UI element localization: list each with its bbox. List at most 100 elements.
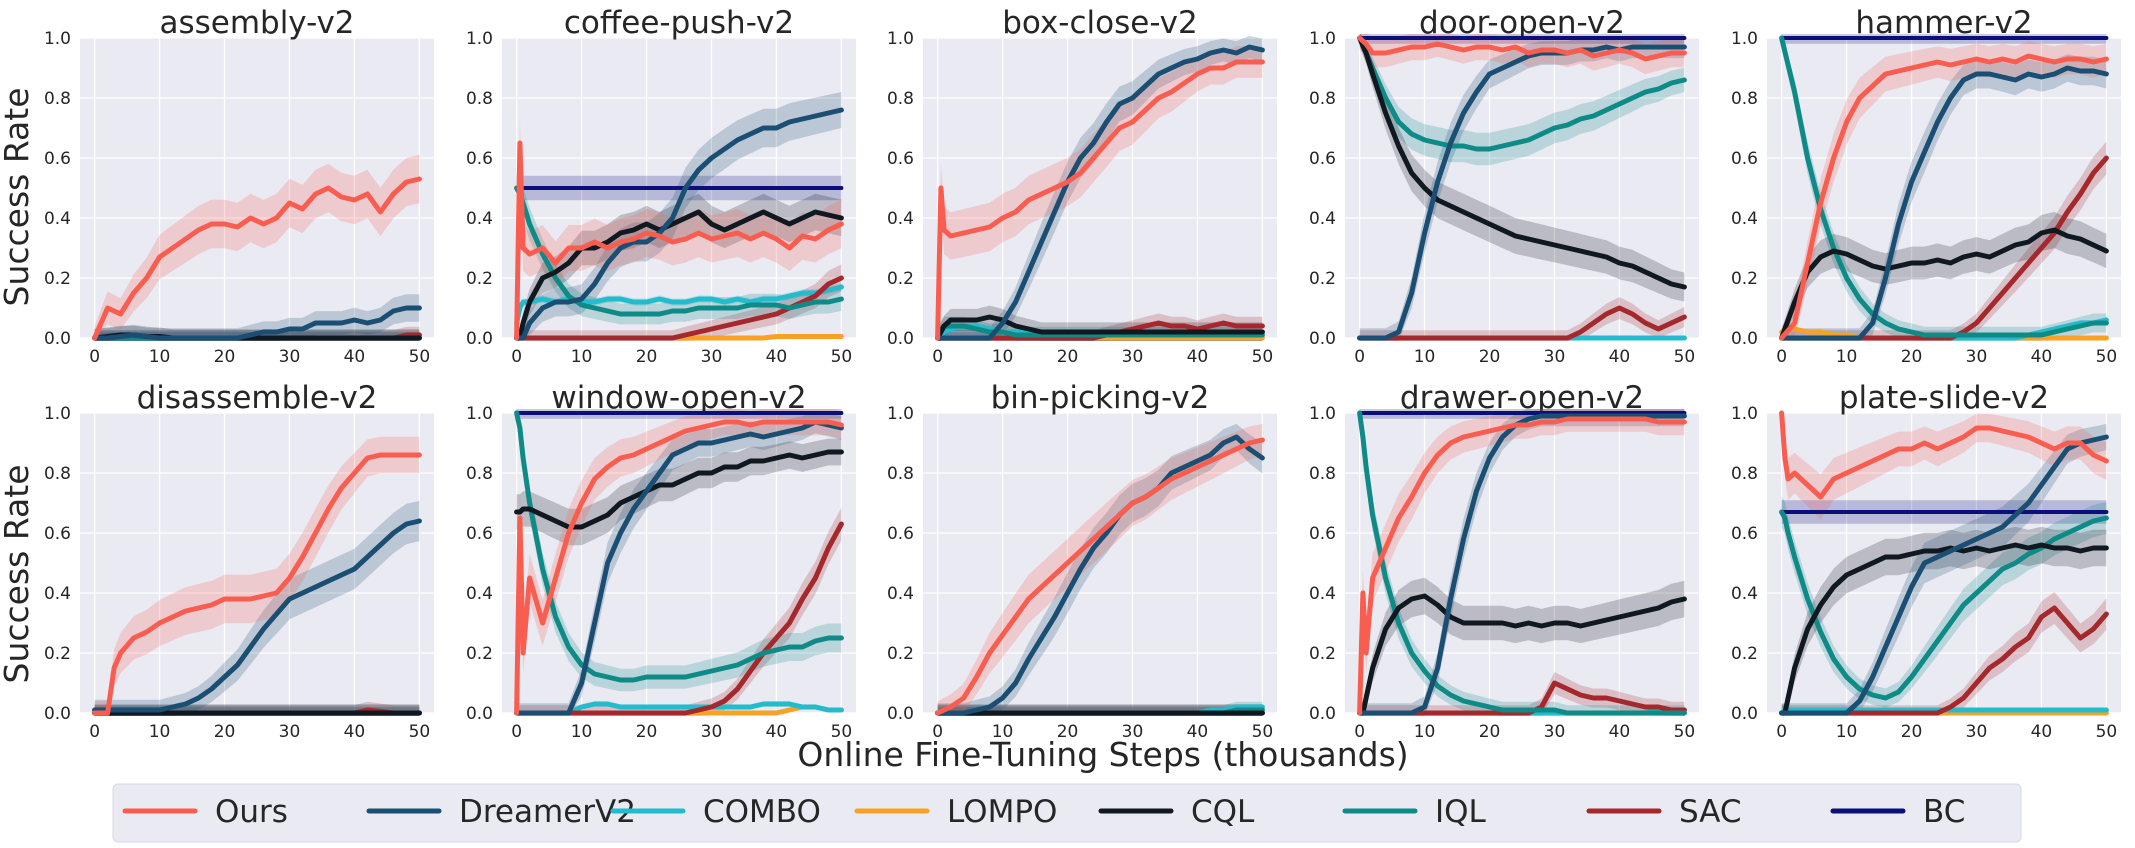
y-tick-label: 0.0	[1731, 704, 1758, 724]
legend-label: CQL	[1191, 794, 1255, 830]
x-tick-label: 0	[511, 347, 522, 367]
x-tick-label: 10	[1414, 722, 1436, 742]
series-line-ours	[92, 452, 422, 716]
x-tick-label: 20	[1479, 722, 1501, 742]
x-tick-label: 30	[1966, 347, 1988, 367]
y-tick-label: 0.0	[44, 704, 71, 724]
y-tick-label: 1.0	[887, 29, 914, 49]
x-tick-label: 10	[149, 722, 171, 742]
y-tick-label: 0.4	[1731, 584, 1758, 604]
y-tick-label: 0.4	[1731, 209, 1758, 229]
y-tick-label: 0.4	[887, 209, 914, 229]
y-tick-label: 0.2	[1309, 644, 1336, 664]
x-tick-label: 40	[1609, 347, 1631, 367]
y-axis-label-bottom: Success Rate	[0, 465, 36, 684]
y-tick-label: 0.2	[1309, 269, 1336, 289]
y-tick-label: 0.4	[466, 209, 493, 229]
subplot-title: plate-slide-v2	[1839, 380, 2049, 416]
band-ours	[94, 436, 420, 716]
y-tick-label: 0.8	[1309, 89, 1336, 109]
y-tick-label: 0.8	[1731, 464, 1758, 484]
series-lines	[1779, 410, 2109, 716]
series-line-cql	[1357, 35, 1687, 290]
legend-label: DreamerV2	[459, 794, 636, 830]
series-line-combo	[1779, 707, 2109, 716]
subplot-title: box-close-v2	[1002, 5, 1198, 41]
band-dreamerv2	[94, 294, 420, 341]
y-tick-label: 0.6	[887, 149, 914, 169]
legend-label: BC	[1923, 794, 1965, 830]
series-lines	[935, 44, 1265, 341]
legend-item-bc: BC	[1830, 794, 1965, 830]
series-line-dreamerv2	[935, 44, 1265, 341]
x-tick-label: 20	[1479, 347, 1501, 367]
legend-item-dreamerv2: DreamerV2	[366, 794, 636, 830]
x-tick-label: 50	[831, 347, 853, 367]
y-tick-label: 0.2	[1731, 269, 1758, 289]
subplot-drawer-open-v2: 0 10 20 30 40 50 0.0 0.2 0.4 0.6 0.8 1.0 drawer-open…	[1309, 380, 1699, 742]
legend-items: Ours DreamerV2 COMBO LOMPO CQL IQL SAC BC	[122, 794, 1965, 830]
band-iql	[516, 171, 842, 325]
series-line-dreamerv2	[1357, 44, 1687, 341]
x-tick-label: 50	[409, 347, 431, 367]
y-tick-label: 1.0	[44, 29, 71, 49]
series-lines	[1779, 35, 2109, 341]
subplot-title: disassemble-v2	[137, 380, 378, 416]
legend-label: COMBO	[703, 794, 821, 830]
band-sac	[1359, 672, 1685, 716]
legend-box	[112, 783, 2022, 843]
subplot-disassemble-v2: 0 10 20 30 40 50 0.0 0.2 0.4 0.6 0.8 1.0 disassemble…	[44, 380, 434, 742]
x-tick-label: 0	[932, 347, 943, 367]
y-tick-label: 0.2	[1731, 644, 1758, 664]
series-line-iql	[935, 323, 1265, 341]
y-tick-label: 0.0	[1731, 329, 1758, 349]
y-tick-label: 0.6	[1731, 524, 1758, 544]
y-tick-label: 0.0	[44, 329, 71, 349]
y-tick-label: 0.4	[1309, 209, 1336, 229]
y-tick-label: 0.0	[466, 704, 493, 724]
x-tick-label: 0	[511, 722, 522, 742]
x-axis-label: Online Fine-Tuning Steps (thousands)	[797, 735, 1408, 774]
x-tick-label: 30	[1544, 722, 1566, 742]
x-tick-label: 40	[344, 722, 366, 742]
band-ours	[516, 119, 842, 341]
x-tick-label: 50	[2096, 722, 2118, 742]
series-line-sac	[514, 275, 844, 341]
y-tick-label: 1.0	[1309, 404, 1336, 424]
y-tick-label: 0.2	[887, 269, 914, 289]
plot-area	[80, 413, 434, 713]
series-line-sac	[1357, 305, 1687, 341]
x-tick-label: 30	[1122, 347, 1144, 367]
y-tick-label: 1.0	[466, 404, 493, 424]
x-tick-label: 50	[1252, 347, 1274, 367]
band-ours	[937, 46, 1263, 342]
x-tick-label: 30	[279, 722, 301, 742]
y-tick-label: 0.0	[887, 704, 914, 724]
y-tick-label: 0.8	[887, 89, 914, 109]
legend-label: SAC	[1679, 794, 1742, 830]
subplot-title: window-open-v2	[551, 380, 806, 416]
y-tick-label: 0.6	[1309, 149, 1336, 169]
subplot-coffee-push-v2: 0 10 20 30 40 50 0.0 0.2 0.4 0.6 0.8 1.0 coffee-push…	[466, 5, 856, 367]
subplot-title: bin-picking-v2	[991, 380, 1210, 416]
legend-item-iql: IQL	[1342, 794, 1487, 830]
x-tick-label: 20	[1901, 722, 1923, 742]
x-tick-label: 20	[214, 347, 236, 367]
subplot-box-close-v2: 0 10 20 30 40 50 0.0 0.2 0.4 0.6 0.8 1.0 box-close-v…	[887, 5, 1277, 367]
subplot-hammer-v2: 0 10 20 30 40 50 0.0 0.2 0.4 0.6 0.8 1.0 hammer-v2	[1731, 5, 2121, 367]
series-line-ours	[935, 59, 1265, 341]
x-tick-label: 10	[1836, 347, 1858, 367]
band-cql	[1781, 526, 2107, 716]
x-tick-label: 10	[992, 347, 1014, 367]
series-line-ours	[514, 419, 844, 716]
subplot-title: hammer-v2	[1855, 5, 2032, 41]
series-lines	[1357, 35, 1687, 341]
y-tick-label: 0.8	[466, 464, 493, 484]
band-cql	[1359, 577, 1685, 716]
x-tick-label: 20	[214, 722, 236, 742]
legend-item-ours: Ours	[122, 794, 288, 830]
y-tick-label: 0.8	[1731, 89, 1758, 109]
series-line-dreamerv2	[514, 419, 844, 716]
y-tick-label: 0.4	[44, 584, 71, 604]
y-tick-label: 0.8	[44, 89, 71, 109]
